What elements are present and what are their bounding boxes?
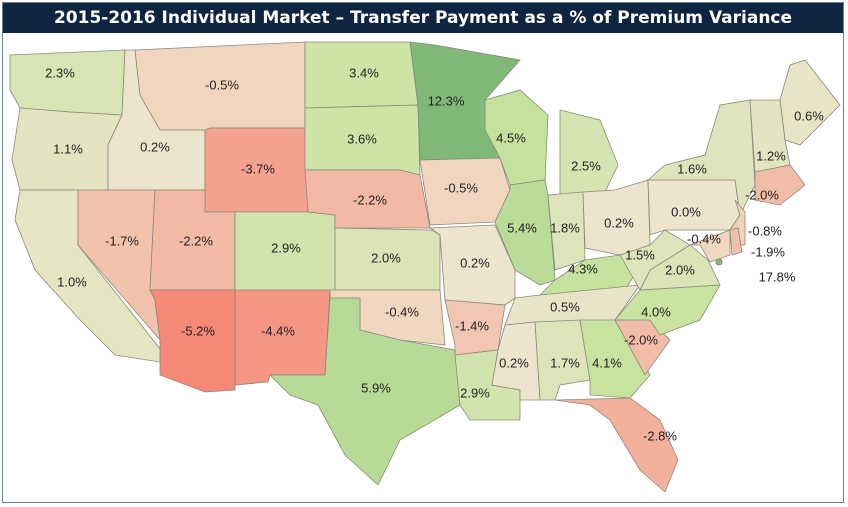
state-label: 0.0%	[671, 204, 701, 219]
state-label: 17.8%	[759, 269, 796, 284]
state-label: -1.7%	[105, 233, 139, 248]
state	[9, 49, 126, 116]
state-label: 0.2%	[604, 215, 634, 230]
state-label: 1.8%	[550, 220, 580, 235]
state-label: 12.3%	[428, 93, 465, 108]
state-label: 5.4%	[507, 220, 537, 235]
state-label: -0.8%	[748, 223, 782, 238]
state	[304, 169, 431, 229]
state-label: 0.5%	[550, 299, 580, 314]
state-label: -1.9%	[751, 244, 785, 259]
state-label: 0.2%	[140, 139, 170, 154]
state	[149, 289, 236, 393]
state-label: 2.5%	[571, 158, 601, 173]
state-label: 5.9%	[361, 380, 391, 395]
state	[269, 297, 461, 486]
state	[749, 99, 791, 173]
state	[554, 397, 679, 493]
state-label: -3.7%	[241, 161, 275, 176]
state-label: -0.4%	[385, 304, 419, 319]
state-label: 0.2%	[460, 255, 490, 270]
state-label: -2.0%	[624, 332, 658, 347]
state	[729, 227, 743, 256]
state-label: 4.3%	[568, 261, 598, 276]
state-label: 3.6%	[347, 131, 377, 146]
state	[334, 227, 441, 291]
state-label: -2.2%	[353, 192, 387, 207]
district	[715, 258, 723, 266]
state-label: 3.4%	[349, 65, 379, 80]
state-label: -0.5%	[444, 180, 478, 195]
state-label: -2.8%	[643, 428, 677, 443]
state-label: 4.0%	[641, 304, 671, 319]
state-label: 1.1%	[53, 141, 83, 156]
state	[779, 59, 841, 146]
state-label: -5.2%	[181, 323, 215, 338]
state-label: 1.6%	[677, 161, 707, 176]
state-label: -1.4%	[455, 318, 489, 333]
state	[504, 284, 641, 326]
state-label: 2.9%	[460, 385, 490, 400]
state	[754, 164, 806, 206]
state-label: 1.0%	[57, 274, 87, 289]
state-label: 4.5%	[496, 130, 526, 145]
state-label: 1.2%	[756, 148, 786, 163]
state-label: 2.0%	[371, 250, 401, 265]
state-label: 2.3%	[45, 65, 75, 80]
state-label: 0.2%	[499, 355, 529, 370]
state	[559, 109, 619, 196]
state-label: 0.6%	[794, 108, 824, 123]
state-label: -2.2%	[179, 233, 213, 248]
state-label: 1.7%	[550, 355, 580, 370]
state-label: 4.1%	[592, 355, 622, 370]
state-label: 2.9%	[271, 240, 301, 255]
state-label: -4.4%	[261, 323, 295, 338]
state	[494, 179, 556, 286]
state	[428, 224, 516, 306]
state-label: -0.5%	[205, 77, 239, 92]
title: 2015-2016 Individual Market – Transfer P…	[3, 3, 843, 33]
state-label: 2.0%	[665, 262, 695, 277]
state	[689, 229, 731, 263]
state-label: -2.0%	[745, 187, 779, 202]
state-label: 1.5%	[625, 247, 655, 262]
state-label: -0.4%	[687, 231, 721, 246]
